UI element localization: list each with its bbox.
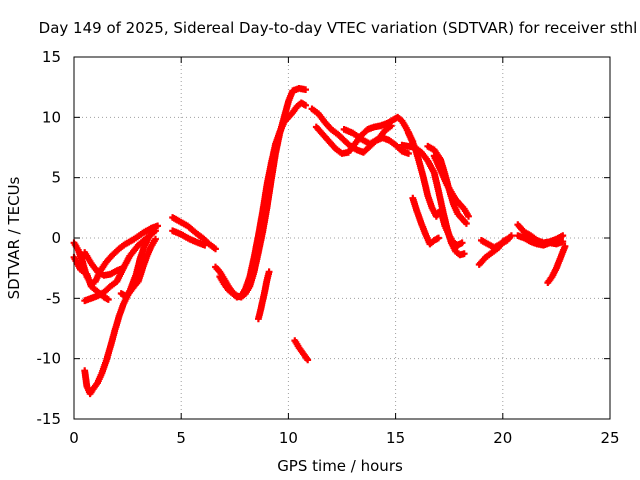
x-tick-label: 10: [279, 429, 298, 447]
x-tick-label: 25: [600, 429, 619, 447]
chart-title: Day 149 of 2025, Sidereal Day-to-day VTE…: [39, 19, 638, 37]
series-track-t24: [514, 232, 567, 249]
series-track-t10: [216, 99, 309, 301]
x-tick-label: 5: [176, 429, 186, 447]
x-axis-label: GPS time / hours: [277, 457, 403, 475]
series-track-t5: [81, 233, 153, 398]
axis-ticks: [73, 56, 611, 420]
series-track-t25: [544, 243, 569, 286]
series-track-t18: [409, 194, 442, 248]
series-track-t15: [340, 122, 395, 148]
series-track-t17: [405, 129, 466, 249]
series-track-t6: [117, 235, 159, 300]
y-axis-label: SDTVAR / TECUs: [5, 176, 23, 299]
y-tick-label: 10: [42, 108, 61, 126]
y-tick-label: -15: [37, 410, 62, 428]
x-tick-label: 20: [493, 429, 512, 447]
series-track-t12: [291, 337, 312, 364]
series-track-t11: [255, 268, 273, 323]
y-tick-label: -10: [37, 350, 62, 368]
series-track-t7: [169, 214, 219, 253]
y-tick-label: 5: [51, 169, 61, 187]
x-tick-labels: 0 5 10 15 20 25: [69, 429, 619, 447]
series-track-t20: [430, 152, 472, 220]
data-series: [70, 85, 569, 398]
series-track-t22: [475, 234, 513, 268]
x-tick-label: 0: [69, 429, 79, 447]
x-tick-label: 15: [386, 429, 405, 447]
y-tick-labels: -15 -10 -5 0 5 10 15: [37, 48, 62, 428]
y-tick-label: -5: [46, 289, 61, 307]
series-track-t8: [169, 227, 209, 249]
series-track-t13: [308, 105, 412, 157]
y-tick-label: 0: [51, 229, 61, 247]
y-tick-label: 15: [42, 48, 61, 66]
